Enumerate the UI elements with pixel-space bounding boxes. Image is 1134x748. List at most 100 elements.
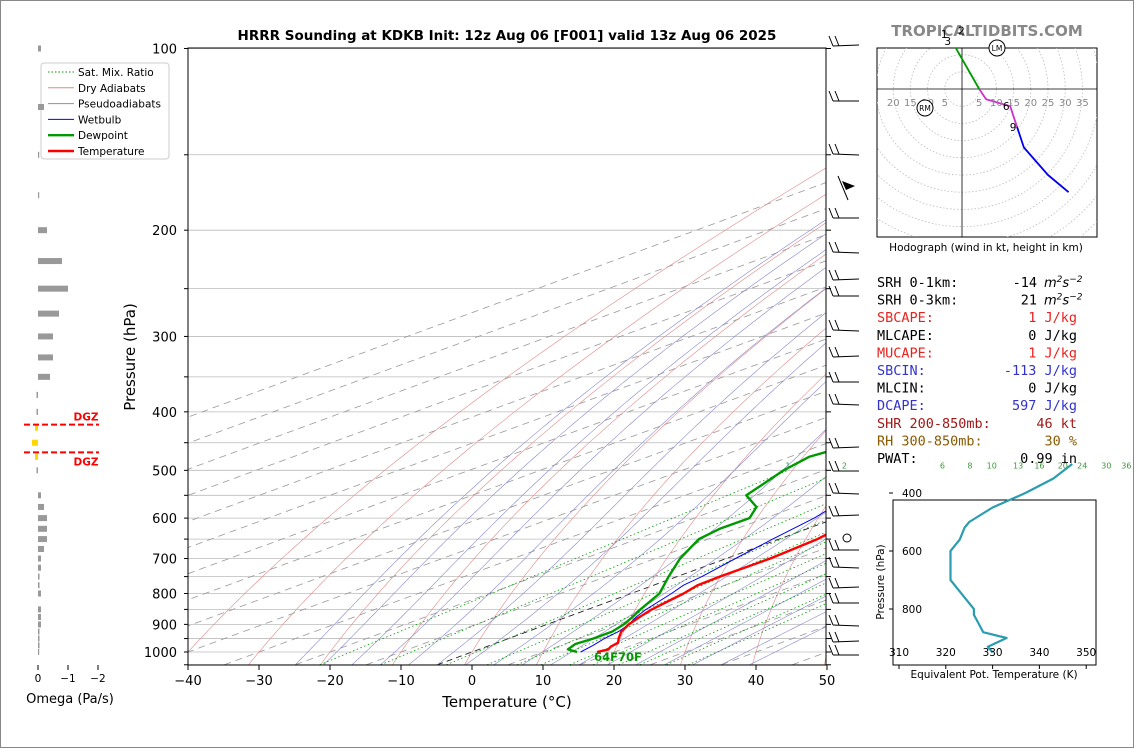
isotherm <box>188 208 826 444</box>
theta-e-x-tick-label: 320 <box>936 647 956 659</box>
legend-label: Sat. Mix. Ratio <box>78 67 154 79</box>
omega-bar <box>38 590 41 597</box>
hodograph-trace <box>954 48 980 90</box>
theta-e-x-tick-label: 310 <box>889 647 909 659</box>
y-tick-label: 500 <box>152 464 177 479</box>
index-value: 0 J/kg <box>1028 381 1077 397</box>
x-tick-label: −10 <box>387 674 414 689</box>
x-tick-label: 20 <box>606 674 623 689</box>
index-label: MLCAPE: <box>877 328 934 344</box>
dry-adiabat <box>536 327 826 665</box>
wind-barb <box>828 346 860 358</box>
mixing-ratio-line <box>618 573 826 665</box>
wind-barb <box>837 175 855 201</box>
omega-bar <box>38 45 41 52</box>
y-axis-label: Pressure (hPa) <box>121 303 139 411</box>
legend-label: Pseudoadiabats <box>78 99 161 111</box>
omega-bar <box>36 467 38 474</box>
omega-bar <box>38 545 44 552</box>
omega-bar <box>38 573 40 580</box>
omega-bar <box>36 391 38 398</box>
moist-adiabat <box>294 219 826 665</box>
skewt-plot-area <box>187 47 827 666</box>
hodograph-ring-label: 10 <box>990 98 1003 109</box>
theta-e-y-tick-label: 400 <box>902 488 922 500</box>
omega-bar <box>38 310 59 317</box>
y-tick-label: 700 <box>152 553 177 568</box>
theta-e-y-label: Pressure (hPa) <box>875 544 887 619</box>
dry-adiabat <box>248 193 826 665</box>
temperature-profile <box>596 533 826 654</box>
dry-adiabat <box>608 373 826 665</box>
theta-e-box <box>892 499 1097 666</box>
moist-adiabat <box>493 381 826 665</box>
omega-x-tick-label: −2 <box>90 673 105 685</box>
wind-barb <box>828 90 859 102</box>
index-label: RH 300-850mb: <box>877 433 983 449</box>
omega-panel: DGZ DGZ 0 −1 −2 Omega (Pa/s) <box>24 45 114 707</box>
x-axis-label: Temperature (°C) <box>441 693 571 711</box>
moist-adiabat <box>550 476 826 665</box>
index-label: SHR 200-850mb: <box>877 416 991 432</box>
x-tick-label: 0 <box>468 674 476 689</box>
surface-label: 64F70F <box>594 650 642 664</box>
omega-bar <box>38 536 47 543</box>
theta-e-y-tick-label: 600 <box>902 546 922 558</box>
brand-label: TROPICALTIDBITS.COM <box>891 22 1083 40</box>
omega-bar <box>38 151 40 158</box>
theta-e-profile <box>949 463 1073 654</box>
index-value: 46 kt <box>1036 416 1077 432</box>
hodograph-height-label: 6 <box>1003 101 1010 113</box>
theta-e-panel: 310 320 330 340 350 400 600 800 Equivalent Pot.… <box>875 463 1097 681</box>
dry-adiabat <box>1110 49 1134 665</box>
storm-motion-marker <box>988 39 1006 57</box>
wind-barbs <box>828 35 860 656</box>
legend: Sat. Mix. Ratio Dry Adiabats Pseudoadiabat… <box>40 62 170 160</box>
hodograph-panel: 2015105510152025303512369RMLM Hodograph … <box>876 26 1098 254</box>
index-label: SRH 0-3km: <box>877 293 958 309</box>
dgz-label: DGZ <box>74 412 99 424</box>
mixing-ratio-label: 8 <box>967 461 972 470</box>
mixing-ratio-line <box>319 469 789 665</box>
index-value: 1 J/kg <box>1028 310 1077 326</box>
omega-bar <box>38 582 40 589</box>
skewt-axis-ticks: −40 −30 −20 −10 0 10 20 30 40 50 100 200 300 400 500 60… <box>144 43 835 690</box>
index-label: SRH 0-1km: <box>877 275 958 291</box>
omega-bar <box>38 503 44 510</box>
index-value: 21 <box>1021 293 1037 309</box>
index-unit: m2s−2 <box>1044 275 1083 291</box>
isotherm <box>188 338 826 575</box>
moist-adiabat <box>465 342 826 665</box>
mixing-ratio-line <box>639 582 826 665</box>
legend-label: Wetbulb <box>78 114 122 126</box>
wind-barb <box>828 577 860 589</box>
isotherm <box>188 234 826 470</box>
theta-e-x-label: Equivalent Pot. Temperature (K) <box>910 669 1077 681</box>
skewt-background-lines <box>188 48 1134 665</box>
hodograph-height-label: 3 <box>944 36 951 48</box>
index-value: 1 J/kg <box>1028 345 1077 361</box>
chart-title: HRRR Sounding at KDKB Init: 12z Aug 06 [… <box>238 28 777 44</box>
omega-bar <box>38 227 47 234</box>
dry-adiabat <box>188 167 826 653</box>
dry-adiabat <box>320 222 826 665</box>
wind-barb <box>828 269 860 281</box>
wind-barb <box>828 460 859 472</box>
wind-barb <box>828 207 859 219</box>
moist-adiabat <box>351 249 826 665</box>
index-label: SBCIN: <box>877 363 926 379</box>
dgz-label: DGZ <box>74 456 99 468</box>
mixing-ratio-labels: 1 2 6 8 10 13 16 20 24 30 36 <box>785 461 1131 470</box>
hodograph-ring-label: 30 <box>1059 98 1072 109</box>
omega-bar <box>38 333 53 340</box>
omega-bar <box>38 635 40 642</box>
omega-bar <box>38 564 41 571</box>
omega-bar <box>38 258 62 265</box>
hodograph-ring-label: 5 <box>942 98 948 109</box>
dewpoint-profile <box>566 450 826 654</box>
storm-motion-label: RM <box>919 104 931 113</box>
theta-e-x-tick-label: 330 <box>983 647 1003 659</box>
moist-adiabat <box>692 595 826 665</box>
hodograph-height-label: 9 <box>1010 122 1017 134</box>
